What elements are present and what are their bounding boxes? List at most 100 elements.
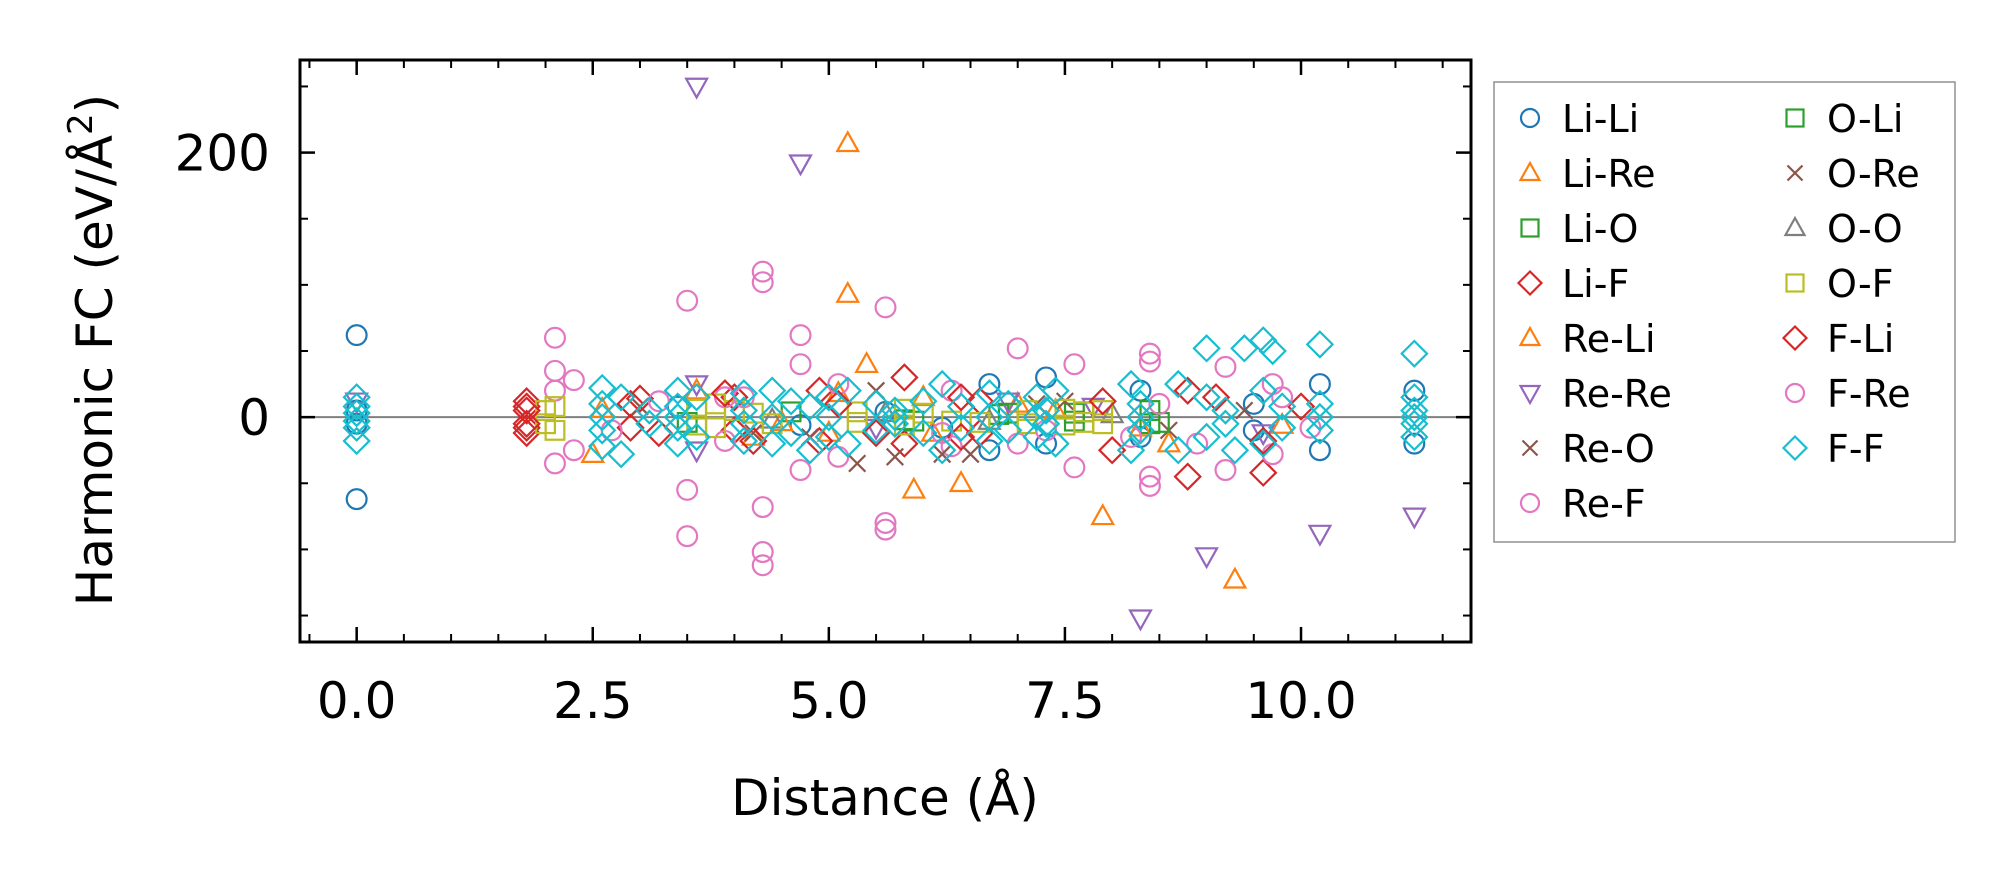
- point-f-f: [1041, 376, 1070, 405]
- point-f-f: [1192, 383, 1221, 412]
- legend-marker-re-re: [1518, 384, 1542, 406]
- point-re-f: [789, 353, 812, 376]
- point-re-o-stroke: [885, 447, 904, 466]
- legend-label-li-re: Li-Re: [1562, 152, 1656, 196]
- point-f-f: [1400, 409, 1429, 438]
- point-li-li: [978, 439, 1001, 462]
- point-f-f: [682, 383, 711, 412]
- legend-marker-o-o: [1783, 215, 1807, 237]
- point-f-f: [975, 402, 1004, 432]
- point-li-f: [616, 413, 645, 442]
- legend-label-f-f: F-F: [1827, 427, 1884, 471]
- point-re-f: [874, 511, 897, 534]
- point-o-f: [544, 419, 566, 441]
- legend-marker-li-re: [1518, 160, 1542, 182]
- point-f-f: [1305, 330, 1335, 359]
- legend-label-f-re: F-Re: [1827, 372, 1911, 416]
- point-re-re: [684, 441, 709, 464]
- point-re-f: [1214, 355, 1237, 378]
- point-re-li: [920, 419, 946, 442]
- point-f-f: [757, 429, 787, 458]
- point-f-re: [1299, 416, 1322, 439]
- point-f-f: [1031, 409, 1061, 438]
- x-tick-label: 2.5: [553, 672, 633, 730]
- point-f-f: [1116, 369, 1146, 399]
- point-li-f: [890, 363, 919, 392]
- point-f-f: [729, 426, 759, 456]
- legend-marker-f-re: [1784, 382, 1806, 404]
- point-li-li: [978, 373, 1001, 396]
- legend-marker-re-li: [1518, 325, 1542, 347]
- point-re-f: [751, 496, 774, 519]
- y-axis-label-main: Harmonic FC (eV/Å: [66, 135, 124, 606]
- point-f-f: [757, 402, 787, 432]
- point-f-f: [1041, 429, 1070, 458]
- point-f-f: [880, 402, 910, 432]
- legend-label-o-f: O-F: [1827, 262, 1894, 306]
- point-f-f: [1211, 409, 1240, 438]
- legend-marker-f-li: [1781, 324, 1809, 352]
- point-re-f: [874, 296, 897, 319]
- point-re-f: [562, 439, 585, 462]
- point-re-f: [751, 541, 774, 564]
- point-f-f: [795, 392, 825, 421]
- point-f-f: [833, 429, 862, 458]
- point-f-f: [1192, 334, 1221, 363]
- point-f-f: [342, 413, 371, 442]
- point-o-re: [933, 445, 952, 464]
- point-o-f: [893, 414, 915, 436]
- point-f-f: [663, 392, 692, 421]
- point-re-f: [1063, 456, 1086, 479]
- point-o-f: [846, 411, 868, 433]
- point-li-li: [1403, 432, 1426, 455]
- point-f-re: [931, 422, 954, 445]
- point-f-f: [1267, 392, 1297, 421]
- point-f-f: [1022, 422, 1051, 452]
- point-f-f: [606, 383, 636, 412]
- point-re-o-stroke: [744, 423, 763, 443]
- point-re-re: [1128, 609, 1153, 632]
- point-li-f: [1097, 435, 1127, 465]
- legend-label-f-li: F-Li: [1827, 317, 1894, 361]
- legend-label-o-o: O-O: [1827, 207, 1903, 251]
- point-f-f: [880, 396, 910, 425]
- point-re-re: [1194, 547, 1219, 570]
- point-re-f: [1138, 465, 1161, 488]
- point-f-f: [342, 406, 371, 436]
- point-re-o: [961, 445, 980, 464]
- point-f-f: [663, 402, 692, 432]
- point-f-re: [1148, 392, 1171, 415]
- point-f-f: [635, 409, 664, 438]
- y-axis-label: Harmonic FC (eV/Å2): [61, 94, 124, 606]
- point-re-f: [1214, 459, 1237, 482]
- point-re-f: [676, 289, 699, 312]
- point-li-f: [512, 392, 541, 421]
- point-f-f: [1220, 435, 1250, 465]
- y-tick-label: 0: [238, 389, 270, 447]
- point-re-re: [1307, 524, 1333, 547]
- data-points: [342, 77, 1429, 632]
- x-tick-label: 7.5: [1025, 672, 1105, 730]
- point-f-f: [587, 373, 617, 403]
- point-f-f: [587, 432, 617, 461]
- point-f-f: [606, 439, 636, 469]
- point-re-f: [543, 452, 566, 475]
- point-re-f: [751, 271, 774, 294]
- point-f-f: [587, 402, 617, 432]
- point-re-f: [1138, 350, 1161, 373]
- point-f-f: [1126, 416, 1155, 445]
- point-f-f: [1192, 422, 1221, 452]
- point-f-f: [833, 376, 862, 405]
- y-axis-label-close: ): [66, 94, 124, 114]
- point-f-f: [1400, 396, 1429, 425]
- legend-label-re-re: Re-Re: [1562, 372, 1672, 416]
- point-o-f: [705, 417, 726, 439]
- point-f-li: [1088, 387, 1117, 416]
- point-re-f: [1138, 474, 1161, 497]
- point-f-f: [994, 416, 1023, 445]
- y-axis-label-superscript: 2: [61, 113, 101, 135]
- point-re-o-stroke: [1235, 401, 1254, 420]
- point-o-f: [761, 413, 783, 435]
- x-tick-label: 5.0: [789, 672, 869, 730]
